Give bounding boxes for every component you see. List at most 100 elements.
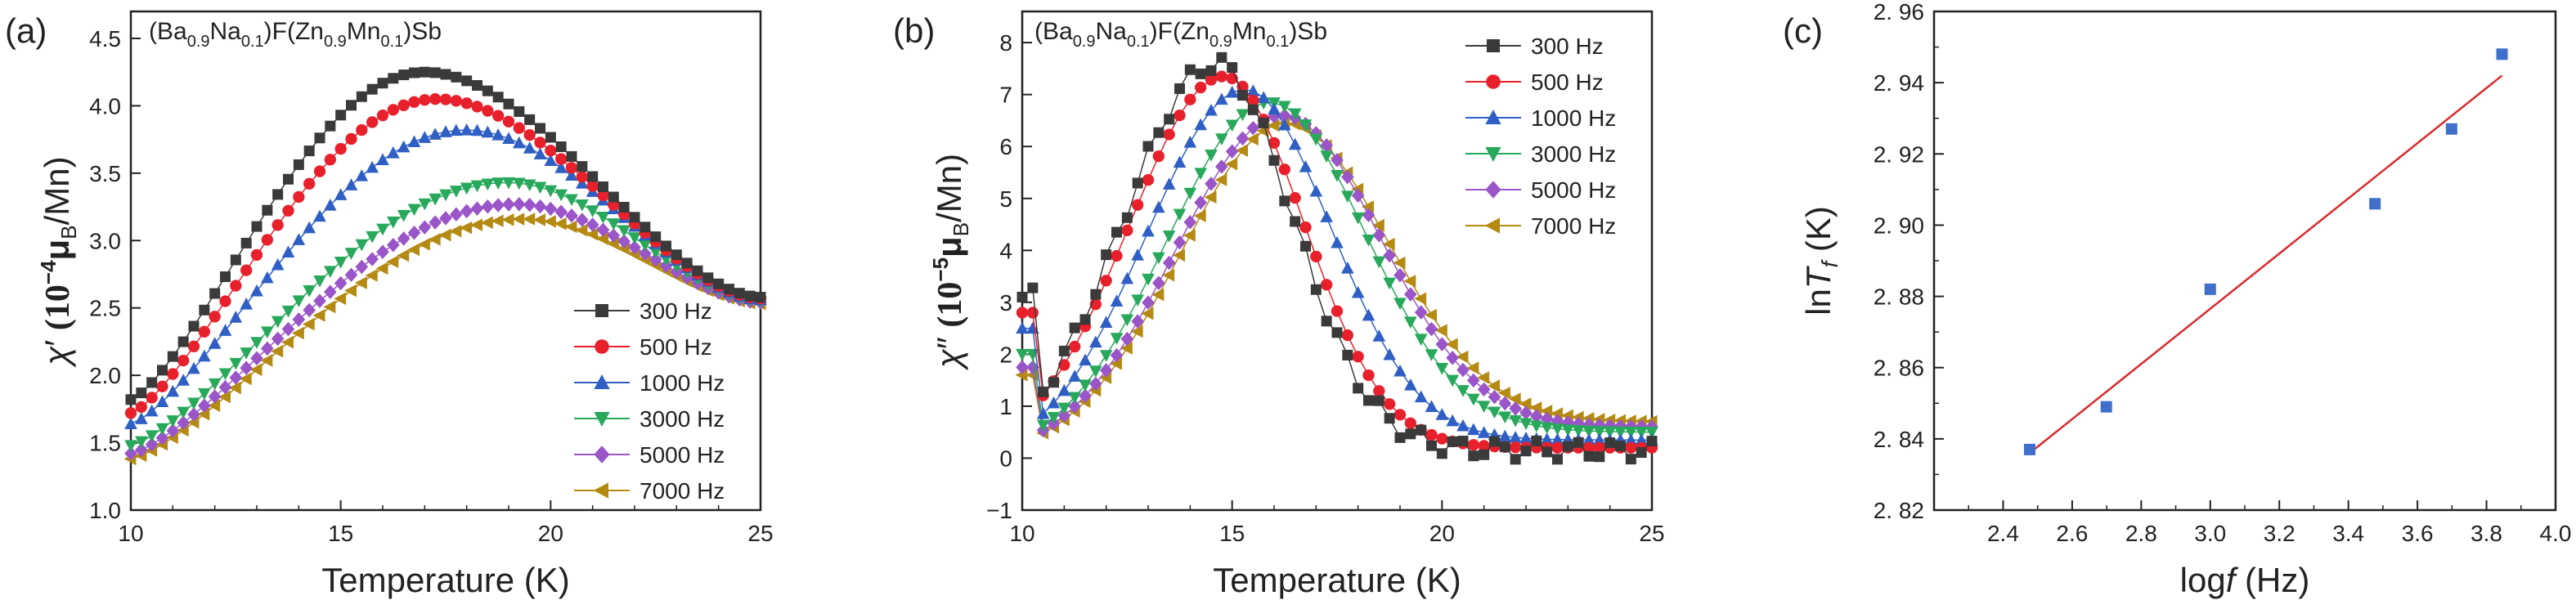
data-point: [1131, 294, 1144, 307]
data-point: [1057, 408, 1071, 423]
data-point: [386, 255, 399, 269]
data-point: [177, 354, 190, 367]
data-point: [692, 265, 703, 276]
data-point: [1383, 277, 1396, 290]
data-point: [324, 198, 337, 211]
data-point: [1320, 150, 1333, 163]
data-point: [1393, 267, 1407, 283]
data-point: [1195, 81, 1207, 94]
data-point: [1152, 252, 1165, 265]
data-point: [450, 95, 462, 107]
data-point: [407, 225, 421, 240]
data-point: [1268, 102, 1281, 115]
y-tick-label: 4: [999, 238, 1012, 263]
data-point: [387, 216, 400, 229]
data-point: [313, 209, 326, 222]
data-point: [261, 341, 274, 356]
y-tick-label: 2. 88: [1874, 284, 1924, 310]
data-point: [145, 430, 159, 443]
data-point: [186, 415, 200, 429]
data-point: [1321, 279, 1333, 291]
x-tick-label: 2.4: [1987, 521, 2019, 546]
data-point: [313, 293, 326, 308]
data-point: [1141, 307, 1154, 320]
data-point: [1446, 351, 1459, 365]
data-point: [535, 123, 545, 134]
data-point: [1393, 409, 1407, 421]
data-point: [167, 368, 179, 380]
legend-label: 1000 Hz: [1531, 105, 1616, 131]
legend-marker: [1487, 39, 1500, 52]
data-point: [1540, 422, 1554, 435]
data-point: [1131, 314, 1144, 329]
panel-a-compound-label: (Ba0.9Na0.1)F(Zn0.9Mn0.1)Sb: [149, 18, 442, 51]
data-point: [1551, 441, 1564, 454]
data-point: [429, 128, 442, 140]
panel-a-data: [123, 66, 767, 466]
legend-label: 5000 Hz: [1531, 177, 1616, 203]
data-point: [146, 377, 158, 388]
data-point: [1372, 228, 1386, 243]
y-tick-label: 2. 82: [1874, 498, 1924, 523]
data-point: [1142, 295, 1155, 310]
data-point: [1278, 163, 1290, 176]
data-point: [177, 415, 190, 431]
data-point: [1530, 420, 1543, 432]
data-point: [1058, 345, 1070, 356]
data-point: [376, 223, 389, 236]
data-point: [1026, 360, 1039, 375]
data-point: [502, 115, 515, 128]
data-point: [606, 237, 619, 250]
data-point: [1404, 417, 1416, 429]
data-point: [439, 93, 452, 105]
data-point: [1194, 118, 1207, 131]
data-point: [555, 153, 568, 165]
data-point: [1615, 441, 1626, 452]
data-point: [1393, 256, 1406, 270]
data-point: [208, 378, 222, 391]
data-point: [1510, 454, 1521, 465]
data-point: [1237, 90, 1248, 101]
data-point: [272, 219, 284, 231]
data-point: [1613, 426, 1627, 439]
data-point: [240, 264, 253, 276]
data-point: [1625, 441, 1637, 454]
data-point: [428, 233, 441, 246]
data-point: [1467, 393, 1480, 406]
panel-b-compound-label: (Ba0.9Na0.1)F(Zn0.9Mn0.1)Sb: [1034, 18, 1327, 51]
data-point: [513, 197, 526, 212]
data-point: [460, 221, 473, 235]
data-point: [1509, 414, 1522, 428]
data-point: [209, 311, 221, 323]
data-point: [397, 209, 411, 222]
data-point: [187, 361, 200, 374]
data-point: [471, 101, 483, 113]
data-point: [166, 384, 180, 397]
data-point: [1573, 437, 1584, 448]
data-point: [1121, 212, 1133, 223]
legend-label: 3000 Hz: [1531, 141, 1616, 167]
data-point: [1225, 144, 1239, 159]
data-point: [1162, 255, 1176, 271]
data-point: [387, 104, 399, 116]
panel-c-tag: (c): [1783, 11, 1823, 50]
data-point: [1593, 441, 1605, 454]
data-point: [419, 94, 431, 106]
data-point: [312, 309, 325, 322]
data-point: [596, 211, 610, 224]
data-point: [1068, 392, 1081, 405]
data-point: [1204, 190, 1217, 204]
panel-b: (b) 10 15 20 25 −1 0 1 2 3 4 5 6 7 8 (Ba0.9Na0.1)F(Zn…: [893, 10, 1665, 599]
data-point: [1436, 432, 1448, 445]
y-tick-label: 2. 92: [1874, 141, 1924, 167]
data-point: [155, 431, 169, 446]
data-point: [1552, 454, 1563, 465]
data-point: [303, 221, 316, 234]
data-point: [1048, 377, 1059, 388]
data-point: [1393, 364, 1407, 377]
panel-b-legend: 300 Hz 500 Hz 1000 Hz 3000 Hz 5000 Hz 7000 Hz: [1465, 34, 1616, 239]
data-point: [1331, 305, 1344, 317]
data-point: [1205, 150, 1218, 162]
data-point: [157, 365, 168, 376]
data-point: [618, 201, 630, 213]
